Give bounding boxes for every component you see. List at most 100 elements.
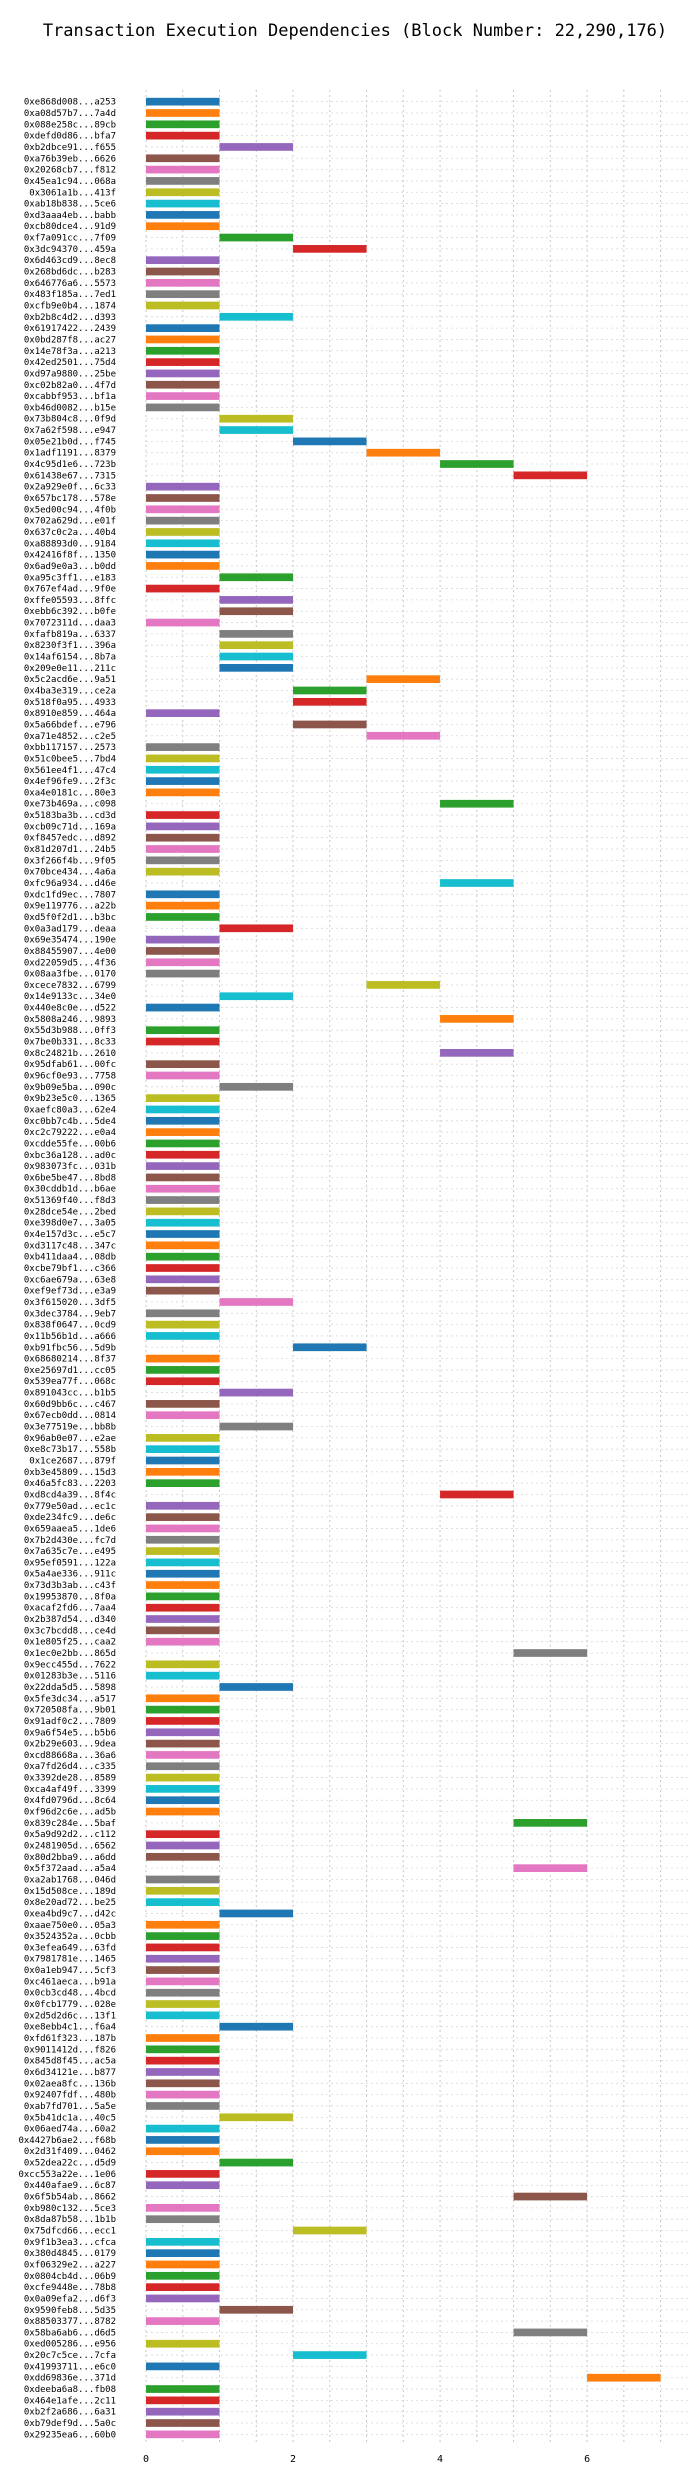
dependency-bar [146, 2204, 220, 2212]
y-tick-label: 0x779e50ad...ec1c [24, 1502, 116, 1512]
y-tick-label: 0x464e1afe...2c11 [24, 2396, 116, 2406]
y-tick-label: 0x646776a6...5573 [24, 279, 116, 289]
dependency-bar [219, 233, 294, 242]
y-tick-label: 0x67ecb0dd...0814 [24, 1411, 116, 1421]
dependency-bar [146, 2339, 220, 2348]
y-tick-label: 0xcb80dce4...91d9 [24, 222, 116, 232]
dependency-bar [146, 1116, 220, 1125]
dependency-bar [440, 1490, 514, 1499]
dependency-bar [146, 1434, 220, 1442]
dependency-bar [146, 1875, 220, 1884]
y-tick-label: 0xcc553a22e...1e06 [18, 2170, 116, 2180]
dependency-bar [293, 2351, 367, 2359]
y-tick-label: 0x9b23e5c0...1365 [24, 1094, 116, 1104]
y-tick-label: 0x6d463cd9...8ec8 [24, 256, 116, 266]
y-tick-label: 0xfd61f323...187b [24, 2034, 116, 2044]
y-tick-label: 0x5a9d92d2...c112 [24, 1830, 116, 1840]
y-tick-label: 0x15d508ce...189d [24, 1887, 116, 1897]
dependency-bar [219, 1422, 294, 1431]
y-tick-label: 0x4ba3e319...ce2a [24, 686, 116, 696]
y-tick-label: 0x7072311d...daa3 [24, 619, 116, 629]
y-tick-label: 0x5183ba3b...cd3d [24, 811, 116, 821]
y-tick-label: 0x20c7c5ce...7cfa [24, 2351, 116, 2361]
dependency-bar [146, 2215, 220, 2224]
dependency-bar [587, 2373, 661, 2382]
y-tick-label: 0xa7fd26d4...c335 [24, 1762, 116, 1772]
dependency-bar [146, 1309, 220, 1318]
y-tick-label: 0x4ef96fe9...2f3c [24, 777, 116, 787]
y-tick-label: 0xcece7832...6799 [24, 981, 116, 991]
y-tick-label: 0xcb09c71d...169a [24, 822, 116, 832]
dependency-bar [219, 641, 294, 650]
y-tick-label: 0x380d4845...0179 [24, 2249, 116, 2259]
dependency-bar [146, 1003, 220, 1012]
dependency-bar [146, 1535, 220, 1544]
y-tick-label: 0x88503377...8782 [24, 2317, 116, 2327]
y-tick-label: 0xa4e0181c...80e3 [24, 788, 116, 798]
dependency-bar [146, 1954, 220, 1963]
dependency-bar [219, 924, 294, 933]
dependency-bar [293, 437, 367, 446]
dependency-bar [146, 845, 220, 853]
dependency-bar [146, 1615, 220, 1623]
dependency-bar [146, 131, 220, 140]
y-tick-label: 0xc2c79222...e0a4 [24, 1128, 116, 1138]
dependency-bar [440, 1049, 514, 1057]
dependency-bar [146, 211, 220, 219]
y-tick-label: 0x838f0647...0cd9 [24, 1321, 116, 1331]
dependency-bar [146, 2147, 220, 2156]
y-tick-label: 0x2b387d54...d340 [24, 1615, 116, 1625]
dependency-bar [146, 1218, 220, 1227]
dependency-bar [146, 947, 220, 955]
y-tick-label: 0x088e258c...89cb [24, 120, 116, 130]
dependency-bar [146, 2362, 220, 2371]
y-tick-label: 0x96cf0e93...7758 [24, 1071, 116, 1081]
dependency-bar [219, 596, 294, 604]
dependency-bar [146, 1660, 220, 1669]
y-tick-label: 0x983073fc...031b [24, 1162, 116, 1172]
dependency-bar [219, 143, 294, 151]
y-tick-label: 0xebb6c392...b0fe [24, 607, 116, 617]
dependency-bar [146, 1943, 220, 1952]
dependency-bar [146, 618, 220, 627]
dependency-bar [219, 1082, 294, 1091]
dependency-bar [146, 1898, 220, 1906]
y-tick-label: 0x720508fa...9b01 [24, 1706, 116, 1716]
dependency-bar [146, 867, 220, 876]
y-tick-label: 0xe398d0e7...3a05 [24, 1219, 116, 1229]
dependency-bar [219, 426, 294, 434]
y-tick-label: 0x0a09efa2...d6f3 [24, 2294, 116, 2304]
y-tick-label: 0x75dfcd66...ecc1 [24, 2227, 116, 2237]
y-tick-label: 0x96ab0e07...e2ae [24, 1434, 116, 1444]
dependency-bar [146, 1830, 220, 1839]
dependency-bar [146, 1286, 220, 1295]
dependency-bar [146, 256, 220, 265]
dependency-bar [219, 630, 294, 638]
dependency-bar [146, 2124, 220, 2133]
y-tick-label: 0x14e9133c...34e0 [24, 992, 116, 1002]
dependency-bar [146, 1807, 220, 1816]
y-tick-label: 0x95dfab61...00fc [24, 1060, 116, 1070]
dependency-bar [513, 2192, 588, 2201]
x-tick-label: 6 [584, 2454, 590, 2465]
y-tick-label: 0x2d5d2d6c...13f1 [24, 2011, 116, 2021]
dependency-bar [146, 1932, 220, 1940]
dependency-bar [146, 1671, 220, 1680]
y-tick-label: 0x7981781e...1465 [24, 1955, 116, 1965]
dependency-bar [219, 2158, 294, 2167]
y-tick-label: 0xea4bd9c7...d42c [24, 1909, 116, 1919]
dependency-bar [146, 1852, 220, 1861]
dependency-bar [146, 1467, 220, 1476]
dependency-bar [146, 2249, 220, 2258]
y-tick-label: 0xb46d0082...b15e [24, 403, 116, 413]
dependency-bar [146, 403, 220, 412]
dependency-bar [146, 811, 220, 819]
dependency-bar [146, 2237, 220, 2246]
dependency-bar [146, 199, 220, 208]
dependency-bar [146, 346, 220, 355]
y-tick-label: 0x51369f40...f8d3 [24, 1196, 116, 1206]
y-tick-label: 0x1e805f25...caa2 [24, 1638, 116, 1648]
y-tick-label: 0x60d9bb6c...c467 [24, 1400, 116, 1410]
dependency-bar [440, 879, 514, 887]
y-tick-label: 0x4427b6ae2...f68b [18, 2136, 116, 2146]
